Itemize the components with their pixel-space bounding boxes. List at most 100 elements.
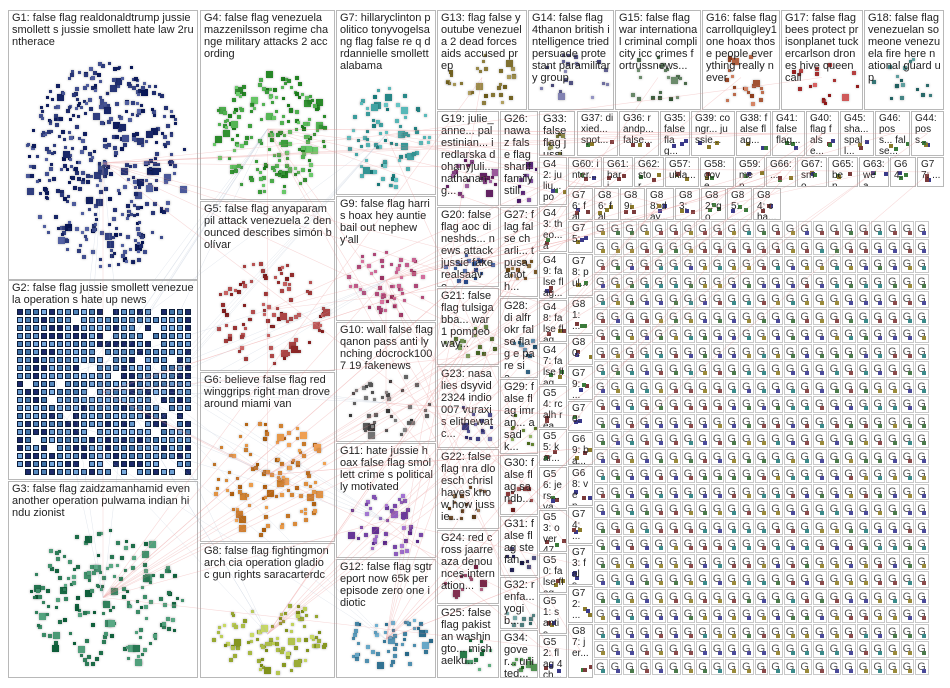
tiny-cluster-label: G [785,625,795,638]
tiny-cluster-label: G [596,310,605,323]
graph-node [129,373,135,379]
graph-node [527,353,532,358]
graph-node [319,324,323,328]
tiny-cluster-label: G [727,468,736,480]
graph-node [161,389,167,395]
graph-node [245,493,249,497]
graph-node [85,237,89,241]
graph-node [95,199,103,207]
tiny-cluster: G [900,623,915,640]
graph-node [17,373,23,379]
graph-node [84,535,92,543]
graph-node [761,208,766,213]
graph-node [105,429,111,435]
graph-node [900,83,905,88]
graph-node [309,172,314,177]
tiny-cluster: G [827,361,842,378]
graph-node [185,453,191,459]
graph-node [922,581,927,585]
tiny-cluster-label: G [829,293,839,305]
graph-node [90,564,95,569]
graph-node [256,637,260,641]
tiny-cluster: G [754,308,769,325]
graph-node [98,161,102,165]
graph-node [138,89,143,94]
tiny-cluster-label: G [844,660,853,673]
graph-node [384,391,388,395]
tiny-cluster-label: G [669,608,678,620]
graph-node [266,113,274,121]
tiny-cluster: G [871,238,885,255]
tiny-cluster-label: G [669,538,678,550]
graph-node [732,318,737,323]
tiny-cluster-label: G [888,310,897,323]
graph-node [907,616,912,620]
graph-node [674,441,678,445]
graph-node [863,248,868,253]
graph-node [121,413,127,419]
graph-node [842,93,850,101]
graph-node [574,210,579,215]
graph-node [79,653,83,657]
graph-node [122,647,127,652]
graph-node [744,87,749,92]
tiny-cluster-label: G [756,468,766,480]
graph-node [922,336,927,340]
graph-node [732,651,737,655]
graph-node [97,317,103,323]
tiny-cluster: G [637,518,652,535]
graph-node [532,613,536,617]
tiny-cluster: G [710,431,725,448]
graph-node [49,429,55,435]
graph-node [423,136,427,140]
graph-node [776,406,781,410]
graph-node [849,371,854,375]
graph-node [361,254,365,258]
graph-node [659,563,664,568]
cluster-g14: G14: false flag 4thanon british intellig… [528,10,614,110]
graph-node [145,317,151,323]
graph-node [630,598,635,603]
graph-node [421,296,425,300]
graph-node [264,641,269,646]
cluster-g79: G79: ... [568,366,593,400]
graph-node [105,421,111,427]
tiny-cluster: G [652,518,666,535]
graph-node [126,603,131,608]
tiny-cluster-label: G [902,538,912,550]
graph-node [137,461,143,467]
tiny-cluster: G [827,413,842,430]
graph-node [561,539,566,544]
graph-node [776,266,781,270]
tiny-cluster-label: G [639,363,649,375]
graph-node [878,423,883,428]
graph-node [84,590,92,597]
tiny-cluster: G [696,641,710,658]
graph-node [132,179,137,184]
tiny-cluster: G [871,553,885,570]
graph-node [483,325,488,330]
graph-node [347,274,352,279]
tiny-cluster-label: G [815,363,824,375]
graph-node [909,59,913,63]
tiny-cluster: G [608,553,623,570]
graph-node [415,107,420,112]
tiny-cluster: G [608,606,623,623]
graph-node [65,357,71,363]
graph-node [630,441,635,445]
graph-node [761,563,766,568]
graph-node [922,353,927,358]
graph-node [621,173,626,178]
tiny-cluster-label: G [771,363,780,375]
tiny-cluster: G [827,291,842,308]
graph-node [105,164,110,169]
graph-node [555,135,559,139]
graph-node [30,174,35,178]
graph-node [247,640,251,644]
graph-node [281,171,286,176]
graph-node [792,70,797,75]
tiny-cluster-label: G [800,398,809,410]
graph-node [380,258,385,263]
tiny-cluster-label: G [669,310,678,323]
graph-node [362,385,367,390]
